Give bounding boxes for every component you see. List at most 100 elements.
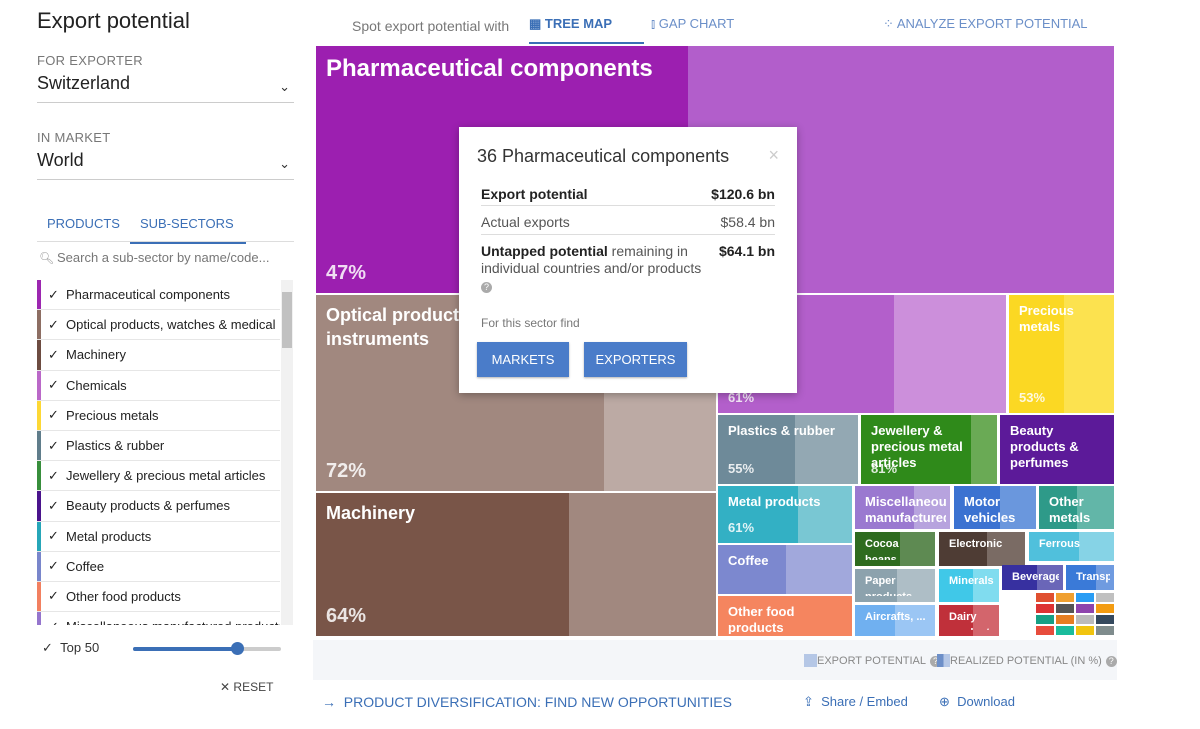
close-icon[interactable]: × — [768, 145, 779, 165]
realized-overlay — [894, 295, 1006, 413]
list-item[interactable]: ✓Miscellaneous manufactured products — [37, 612, 280, 625]
check-icon: ✓ — [42, 640, 53, 655]
treemap-cell-small[interactable] — [1076, 626, 1094, 635]
treemap-cell[interactable]: Precious metals 53% — [1009, 295, 1114, 413]
treemap-cell-small[interactable] — [1096, 615, 1114, 624]
list-item[interactable]: ✓ Plastics & rubber — [37, 430, 280, 462]
list-item[interactable]: ✓ Machinery — [37, 340, 280, 371]
treemap-cell[interactable]: Jewellery & precious metal articles 81% — [861, 415, 997, 484]
cell-percent: 72% — [326, 460, 367, 482]
cell-label: Paper products — [865, 575, 912, 596]
color-bar — [37, 280, 41, 310]
treemap-cell[interactable]: Paper products — [855, 569, 935, 602]
diversification-link[interactable]: → PRODUCT DIVERSIFICATION: FIND NEW OPPO… — [322, 694, 732, 710]
cell-percent: 61% — [728, 390, 755, 405]
treemap-cell-small[interactable] — [1076, 593, 1094, 602]
treemap-cell-small[interactable] — [1036, 593, 1054, 602]
cell-label: Coffee — [728, 553, 769, 568]
treemap-cell[interactable]: Transport — [1066, 565, 1114, 590]
color-bar — [37, 521, 41, 551]
list-item[interactable]: ✓ Chemicals — [37, 370, 280, 401]
list-item[interactable]: ✓ Precious metals — [37, 400, 280, 431]
help-icon[interactable]: ? — [481, 282, 492, 293]
treemap-cell[interactable]: Plastics & rubber 55% — [718, 415, 858, 484]
download-button[interactable]: ⊕ Download — [939, 694, 1015, 710]
treemap-cell[interactable]: Machinery 64% — [316, 493, 716, 636]
list-item[interactable]: ✓ Coffee — [37, 551, 280, 582]
treemap-cell[interactable]: Electronic — [939, 532, 1025, 566]
realized-overlay — [1077, 486, 1114, 529]
treemap-cell[interactable]: Dairy products — [939, 605, 999, 636]
exporter-value: Switzerland — [37, 73, 131, 93]
treemap-cell[interactable]: Beverages — [1002, 565, 1063, 590]
realized-overlay — [973, 569, 999, 602]
treemap-cell-small[interactable] — [1036, 615, 1054, 624]
share-button[interactable]: ⇪ Share / Embed — [803, 694, 908, 710]
list-scrollbar[interactable] — [281, 280, 293, 625]
treemap-cell[interactable]: Other metals — [1039, 486, 1114, 529]
list-item[interactable]: ✓ Metal products — [37, 521, 280, 552]
realized-overlay — [900, 532, 935, 566]
tab-gapchart[interactable]: ⫾ GAP CHART — [651, 16, 734, 32]
treemap-cell-small[interactable] — [1056, 604, 1074, 613]
reset-button[interactable]: ✕ RESET — [220, 680, 273, 694]
treemap-cell[interactable]: Coffee — [718, 545, 852, 594]
treemap-cell-small[interactable] — [1056, 615, 1074, 624]
list-item[interactable]: ✓ Optical products, watches & medical — [37, 310, 280, 341]
top-toggle[interactable]: ✓ Top 50 — [42, 640, 99, 656]
slider-knob[interactable] — [230, 642, 244, 655]
list-item[interactable]: ✓ Jewellery & precious metal articles — [37, 461, 280, 492]
treemap-cell-small[interactable] — [1096, 626, 1114, 635]
share-label: Share / Embed — [821, 694, 908, 709]
treemap-cell[interactable]: Cocoa beans — [855, 532, 935, 566]
treemap-cell-small[interactable] — [1096, 604, 1114, 613]
cell-label: Transport — [1076, 571, 1110, 583]
tab-treemap[interactable]: ▦ TREE MAP — [529, 16, 644, 44]
realized-overlay — [971, 415, 997, 484]
cell-percent: 55% — [728, 461, 755, 476]
list-item-label: Miscellaneous manufactured products — [66, 619, 280, 625]
list-item[interactable]: ✓ Pharmaceutical components — [37, 280, 280, 311]
tab-products[interactable]: PRODUCTS — [47, 216, 120, 231]
list-item[interactable]: ✓ Other food products — [37, 581, 280, 613]
treemap-cell[interactable]: Ferrous metals — [1029, 532, 1114, 561]
treemap-cell[interactable]: Other food products — [718, 596, 852, 636]
analyze-link[interactable]: ⁘ ANALYZE EXPORT POTENTIAL — [883, 16, 1088, 32]
treemap-cell-small[interactable] — [1036, 626, 1054, 635]
treemap-cell[interactable]: Minerals — [939, 569, 999, 602]
exporter-select[interactable]: Switzerland ⌄ — [37, 73, 294, 103]
markets-button[interactable]: MARKETS — [477, 342, 569, 377]
help-icon[interactable]: ? — [1105, 656, 1117, 667]
legend-swatch — [937, 654, 950, 667]
treemap-cell[interactable]: Beauty products & perfumes — [1000, 415, 1114, 484]
actual-exports-label: Actual exports — [481, 214, 570, 230]
treemap-cell[interactable]: Motor vehicles — [954, 486, 1036, 529]
arrow-right-icon: → — [322, 694, 336, 710]
market-select[interactable]: World ⌄ — [37, 150, 294, 180]
treemap-cell[interactable]: Metal products 61% — [718, 486, 852, 543]
tab-subsectors[interactable]: SUB-SECTORS — [130, 216, 246, 244]
diversification-label: PRODUCT DIVERSIFICATION: FIND NEW OPPORT… — [343, 694, 732, 710]
top-slider[interactable] — [133, 642, 281, 655]
treemap-cell-small[interactable] — [1096, 593, 1114, 602]
color-bar — [37, 551, 41, 581]
treemap-cell[interactable]: Aircrafts, ... — [855, 605, 935, 636]
scrollbar-thumb[interactable] — [282, 292, 292, 348]
treemap-cell-small[interactable] — [1076, 604, 1094, 613]
treemap-cell-small[interactable] — [1076, 615, 1094, 624]
treemap-cell-small[interactable] — [1056, 593, 1074, 602]
treemap-cell[interactable]: Miscellaneous manufactured products — [855, 486, 950, 529]
search-input[interactable]: 🔍︎ Search a sub-sector by name/code... — [37, 250, 294, 272]
treemap-cell-small[interactable] — [1036, 604, 1054, 613]
exporters-button[interactable]: EXPORTERS — [584, 342, 687, 377]
check-icon: ✓ — [48, 467, 59, 483]
treemap-cell-small[interactable] — [1056, 626, 1074, 635]
list-item[interactable]: ✓ Beauty products & perfumes — [37, 491, 280, 522]
help-icon[interactable]: ? — [930, 656, 942, 667]
check-icon: ✓ — [48, 528, 59, 544]
color-bar — [37, 581, 41, 612]
check-icon: ✓ — [48, 497, 59, 513]
list-item-label: Precious metals — [66, 407, 159, 423]
share-icon: ⇪ — [803, 694, 814, 709]
search-placeholder: Search a sub-sector by name/code... — [57, 250, 270, 265]
